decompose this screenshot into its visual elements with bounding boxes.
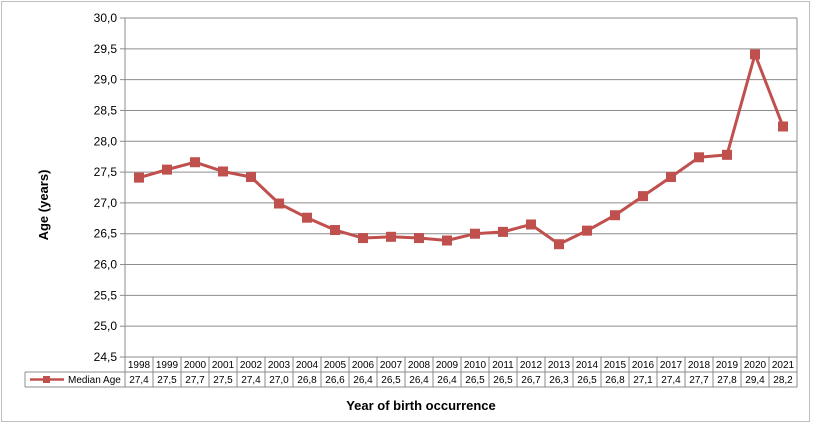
y-tick-label: 28,5: [94, 103, 118, 117]
y-tick-label: 27,0: [94, 196, 118, 210]
data-point: [134, 172, 144, 183]
table-value: 27,4: [129, 375, 149, 386]
data-point: [778, 121, 788, 132]
x-tick-label: 2009: [436, 360, 459, 371]
y-tick-label: 24,5: [94, 350, 118, 364]
x-tick-label: 2021: [772, 360, 795, 371]
y-tick-label: 30,0: [94, 11, 118, 25]
data-point: [162, 164, 172, 175]
table-value: 27,5: [213, 375, 233, 386]
table-value: 27,0: [269, 375, 289, 386]
x-tick-label: 2019: [716, 360, 739, 371]
x-tick-label: 2016: [632, 360, 655, 371]
x-tick-label: 2000: [184, 360, 207, 371]
x-tick-label: 2015: [604, 360, 627, 371]
x-tick-label: 1998: [128, 360, 151, 371]
data-point: [526, 219, 536, 230]
data-point: [274, 198, 284, 209]
x-tick-label: 2011: [492, 360, 514, 371]
y-tick-label: 27,5: [94, 165, 118, 179]
table-value: 27,7: [689, 375, 709, 386]
data-point: [582, 225, 592, 236]
y-tick-label: 29,0: [94, 73, 118, 87]
x-tick-label: 2020: [744, 360, 767, 371]
data-point: [302, 212, 312, 223]
table-value: 26,4: [353, 375, 373, 386]
table-value: 27,4: [241, 375, 261, 386]
x-tick-label: 2017: [660, 360, 683, 371]
data-point: [386, 231, 396, 242]
table-value: 26,4: [437, 375, 457, 386]
table-value: 28,2: [773, 375, 793, 386]
y-tick-label: 28,0: [94, 134, 118, 148]
y-tick-label: 29,5: [94, 42, 118, 56]
y-tick-label: 25,0: [94, 319, 118, 333]
data-point: [610, 210, 620, 221]
data-point: [750, 49, 760, 60]
x-tick-label: 2001: [212, 360, 235, 371]
x-tick-label: 2007: [380, 360, 403, 371]
table-value: 29,4: [745, 375, 765, 386]
table-value: 26,5: [465, 375, 485, 386]
x-tick-label: 2012: [520, 360, 543, 371]
y-tick-label: 26,0: [94, 258, 118, 272]
x-axis-label: Year of birth occurrence: [346, 398, 496, 413]
data-point: [470, 228, 480, 239]
x-tick-label: 2018: [688, 360, 711, 371]
table-value: 26,3: [549, 375, 569, 386]
data-point: [218, 166, 228, 177]
data-point: [554, 239, 564, 250]
table-value: 26,8: [605, 375, 625, 386]
x-tick-label: 2014: [576, 360, 599, 371]
table-value: 26,6: [325, 375, 345, 386]
table-value: 27,4: [661, 375, 681, 386]
table-value: 26,4: [409, 375, 429, 386]
grid-lines: [120, 17, 798, 358]
table-value: 27,1: [633, 375, 653, 386]
data-point: [414, 233, 424, 244]
y-tick-label: 25,5: [94, 288, 118, 302]
table-value: 27,5: [157, 375, 177, 386]
data-point: [638, 191, 648, 202]
legend-label: Median Age: [68, 375, 121, 386]
table-value: 26,5: [493, 375, 513, 386]
data-point: [498, 226, 508, 237]
data-point: [442, 235, 452, 246]
table-value: 26,5: [381, 375, 401, 386]
table-value: 27,7: [185, 375, 205, 386]
x-tick-label: 2002: [240, 360, 263, 371]
y-tick-label: 26,5: [94, 227, 118, 241]
y-axis-label: Age (years): [36, 170, 51, 241]
data-point: [190, 157, 200, 168]
data-table: 1998 27,4 1999 27,5 2000 27,7 2001 27,5 2002 27,4…: [24, 357, 798, 388]
series-median-age: [134, 49, 788, 250]
data-point: [330, 225, 340, 236]
x-tick-label: 2010: [464, 360, 487, 371]
x-tick-label: 2005: [324, 360, 347, 371]
table-value: 26,8: [297, 375, 317, 386]
y-tick-labels: 24,5 25,0 25,5 26,0 26,5 27,0 27,5 28,0 28,5 29,0…: [94, 11, 118, 364]
series-line: [138, 52, 785, 246]
table-value: 27,8: [717, 375, 737, 386]
data-point: [694, 152, 704, 163]
x-tick-label: 2013: [548, 360, 571, 371]
data-point: [666, 172, 676, 183]
x-tick-label: 2008: [408, 360, 431, 371]
table-value: 26,7: [521, 375, 541, 386]
data-point: [246, 172, 256, 183]
x-tick-label: 2004: [296, 360, 319, 371]
legend-marker: [43, 376, 50, 383]
x-tick-label: 2003: [268, 360, 291, 371]
data-point: [722, 149, 732, 160]
x-tick-label: 1999: [156, 360, 179, 371]
table-value: 26,5: [577, 375, 597, 386]
data-point: [358, 233, 368, 244]
x-tick-label: 2006: [352, 360, 375, 371]
